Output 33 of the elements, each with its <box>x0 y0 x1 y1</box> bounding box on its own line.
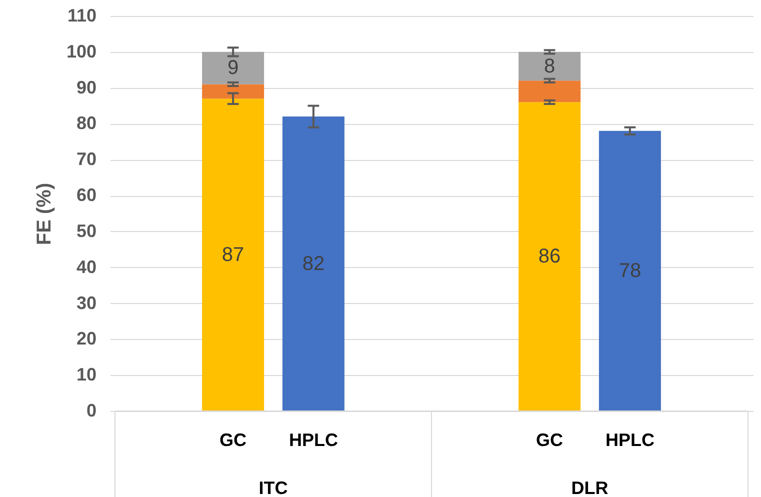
bar <box>202 52 264 84</box>
data-label: 78 <box>618 260 642 282</box>
x-tick-label: GC <box>536 430 564 450</box>
bar <box>598 130 661 411</box>
y-tick-label: 110 <box>67 6 96 26</box>
data-label: 86 <box>538 246 561 268</box>
bar <box>202 98 264 411</box>
y-tick-label: 40 <box>76 256 96 277</box>
data-label: 82 <box>302 252 325 275</box>
y-tick-label: 60 <box>76 185 96 206</box>
bar <box>518 52 581 81</box>
data-label: 9 <box>227 57 239 80</box>
bar <box>518 102 581 411</box>
bar <box>202 84 264 99</box>
data-label: 87 <box>222 244 244 266</box>
y-tick-label: 50 <box>76 220 96 241</box>
x-tick-label: HPLC <box>288 430 338 450</box>
y-tick-label: 20 <box>76 328 96 349</box>
y-tick-label: 100 <box>66 41 96 62</box>
bar <box>282 116 344 411</box>
data-label: 8 <box>544 55 556 78</box>
y-tick-label: 30 <box>76 292 96 313</box>
y-axis-title: FE (%) <box>33 182 56 246</box>
x-tick-label: GC <box>220 430 247 450</box>
y-tick-label: 0 <box>86 400 96 420</box>
y-tick-label: 70 <box>76 149 96 170</box>
y-tick-label: 10 <box>76 364 96 385</box>
text: ITC <box>258 478 288 497</box>
text: DLR <box>571 478 608 497</box>
y-tick-label: 90 <box>76 77 96 98</box>
y-tick-label: 80 <box>76 113 96 134</box>
x-tick-label: HPLC <box>605 430 654 450</box>
bar <box>518 80 581 102</box>
